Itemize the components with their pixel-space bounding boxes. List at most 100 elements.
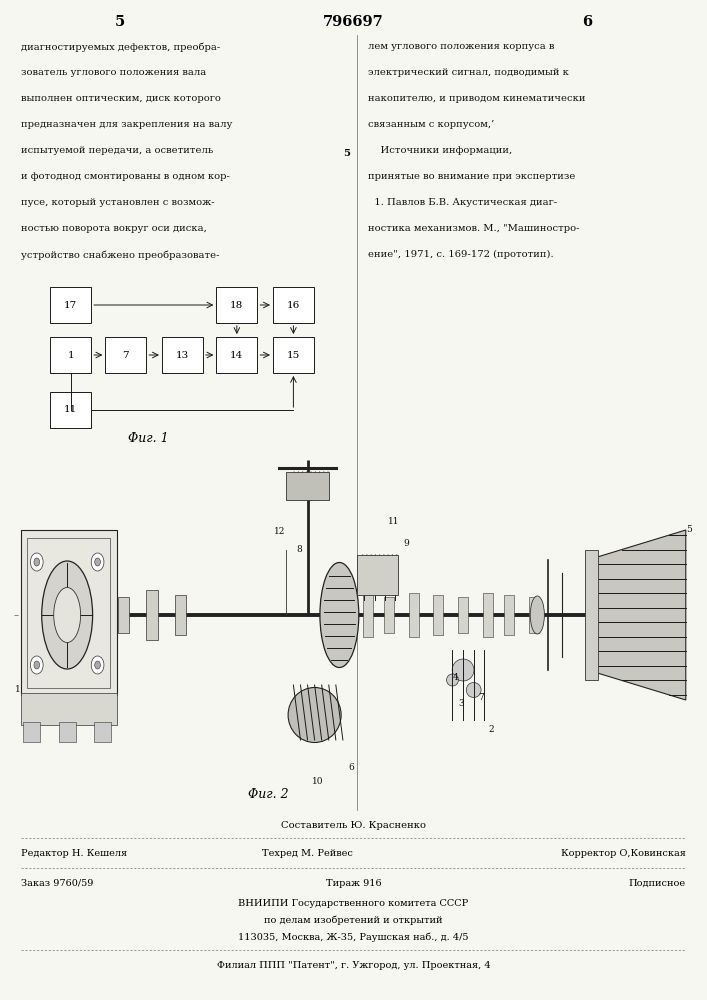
- FancyBboxPatch shape: [273, 287, 314, 323]
- Text: 113035, Москва, Ж-35, Раушская наб., д. 4/5: 113035, Москва, Ж-35, Раушская наб., д. …: [238, 932, 469, 942]
- Bar: [21, 693, 117, 725]
- Text: 10: 10: [312, 778, 323, 786]
- FancyBboxPatch shape: [216, 337, 257, 373]
- Text: 5: 5: [343, 149, 350, 158]
- Ellipse shape: [530, 596, 544, 634]
- Text: лем углового положения корпуса в: лем углового положения корпуса в: [368, 42, 554, 51]
- Bar: [59, 722, 76, 742]
- Bar: [21, 530, 117, 695]
- Text: 16: 16: [287, 300, 300, 310]
- Text: 17: 17: [64, 300, 77, 310]
- Text: ностика механизмов. М., "Машиностро-: ностика механизмов. М., "Машиностро-: [368, 224, 579, 233]
- Bar: [118, 597, 129, 633]
- Ellipse shape: [42, 561, 93, 669]
- Bar: [175, 595, 186, 635]
- Bar: [504, 595, 514, 635]
- Ellipse shape: [447, 674, 458, 686]
- Circle shape: [95, 661, 100, 669]
- Text: диагностируемых дефектов, преобра-: диагностируемых дефектов, преобра-: [21, 42, 221, 51]
- Text: 12: 12: [274, 528, 285, 536]
- Ellipse shape: [54, 587, 81, 643]
- Circle shape: [91, 656, 104, 674]
- Text: 2: 2: [489, 726, 494, 734]
- Text: предназначен для закрепления на валу: предназначен для закрепления на валу: [21, 120, 233, 129]
- Circle shape: [30, 553, 43, 571]
- Bar: [433, 595, 443, 635]
- Bar: [357, 555, 398, 595]
- Text: ВНИИПИ Государственного комитета СССР: ВНИИПИ Государственного комитета СССР: [238, 898, 469, 908]
- Text: 5: 5: [115, 15, 125, 29]
- Text: накопителю, и приводом кинематически: накопителю, и приводом кинематически: [368, 94, 585, 103]
- Text: 7: 7: [122, 351, 129, 360]
- Text: 1: 1: [67, 351, 74, 360]
- Circle shape: [30, 656, 43, 674]
- Text: 796697: 796697: [323, 15, 384, 29]
- Text: испытуемой передачи, а осветитель: испытуемой передачи, а осветитель: [21, 146, 214, 155]
- Text: 6: 6: [582, 15, 592, 29]
- Text: устройство снабжено преобразовате-: устройство снабжено преобразовате-: [21, 250, 220, 259]
- Text: 14: 14: [230, 351, 243, 360]
- Text: 9: 9: [404, 538, 409, 548]
- Text: зователь углового положения вала: зователь углового положения вала: [21, 68, 206, 77]
- Text: электрический сигнал, подводимый к: электрический сигнал, подводимый к: [368, 68, 568, 77]
- Bar: [27, 538, 110, 688]
- Bar: [483, 593, 493, 637]
- Bar: [529, 597, 539, 633]
- Text: 1. Павлов Б.В. Акустическая диаг-: 1. Павлов Б.В. Акустическая диаг-: [368, 198, 557, 207]
- Polygon shape: [597, 530, 686, 700]
- Text: Заказ 9760/59: Заказ 9760/59: [21, 879, 93, 888]
- Text: выполнен оптическим, диск которого: выполнен оптическим, диск которого: [21, 94, 221, 103]
- Bar: [363, 593, 373, 637]
- Bar: [286, 472, 329, 500]
- Text: Редактор Н. Кешеля: Редактор Н. Кешеля: [21, 848, 127, 857]
- Text: 4: 4: [452, 672, 458, 682]
- Text: 13: 13: [176, 351, 189, 360]
- Bar: [458, 597, 468, 633]
- Bar: [409, 593, 419, 637]
- Circle shape: [34, 558, 40, 566]
- Text: 11: 11: [388, 518, 399, 526]
- Text: по делам изобретений и открытий: по делам изобретений и открытий: [264, 915, 443, 925]
- Circle shape: [34, 661, 40, 669]
- Text: Корректор О,Ковинская: Корректор О,Ковинская: [561, 848, 686, 857]
- Text: 6: 6: [349, 762, 354, 772]
- Text: Подписное: Подписное: [629, 879, 686, 888]
- Ellipse shape: [288, 688, 341, 742]
- Text: 1: 1: [15, 686, 21, 694]
- Ellipse shape: [452, 659, 474, 681]
- FancyBboxPatch shape: [50, 337, 91, 373]
- Text: 11: 11: [64, 406, 77, 414]
- Text: 5: 5: [686, 526, 692, 534]
- Circle shape: [91, 553, 104, 571]
- Text: 18: 18: [230, 300, 243, 310]
- Text: ностью поворота вокруг оси диска,: ностью поворота вокруг оси диска,: [21, 224, 207, 233]
- Text: Тираж 916: Тираж 916: [326, 879, 381, 888]
- FancyBboxPatch shape: [105, 337, 146, 373]
- Text: связанным с корпусом,’: связанным с корпусом,’: [368, 120, 494, 129]
- Text: Φиг. 1: Φиг. 1: [128, 432, 169, 444]
- Bar: [384, 597, 394, 633]
- Text: 8: 8: [296, 546, 302, 554]
- Text: Φиг. 2: Φиг. 2: [248, 788, 289, 802]
- FancyBboxPatch shape: [50, 392, 91, 428]
- Text: принятые во внимание при экспертизе: принятые во внимание при экспертизе: [368, 172, 575, 181]
- Text: пусе, который установлен с возмож-: пусе, который установлен с возмож-: [21, 198, 215, 207]
- Bar: [146, 590, 158, 640]
- Text: Техред М. Рейвес: Техред М. Рейвес: [262, 848, 353, 857]
- FancyBboxPatch shape: [50, 287, 91, 323]
- Text: Составитель Ю. Красненко: Составитель Ю. Красненко: [281, 820, 426, 830]
- Text: Источники информации,: Источники информации,: [368, 146, 512, 155]
- Text: 15: 15: [287, 351, 300, 360]
- Text: и фотоднод смонтированы в одном кор-: и фотоднод смонтированы в одном кор-: [21, 172, 230, 181]
- Text: 7: 7: [478, 694, 484, 702]
- FancyBboxPatch shape: [162, 337, 203, 373]
- FancyBboxPatch shape: [216, 287, 257, 323]
- Bar: [585, 550, 598, 680]
- Text: Филиал ППП "Патент", г. Ужгород, ул. Проектная, 4: Филиал ППП "Патент", г. Ужгород, ул. Про…: [216, 960, 491, 970]
- Text: ение", 1971, с. 169-172 (прототип).: ение", 1971, с. 169-172 (прототип).: [368, 250, 554, 259]
- FancyBboxPatch shape: [273, 337, 314, 373]
- Ellipse shape: [320, 562, 359, 668]
- Bar: [94, 722, 111, 742]
- Bar: [23, 722, 40, 742]
- Ellipse shape: [467, 682, 481, 698]
